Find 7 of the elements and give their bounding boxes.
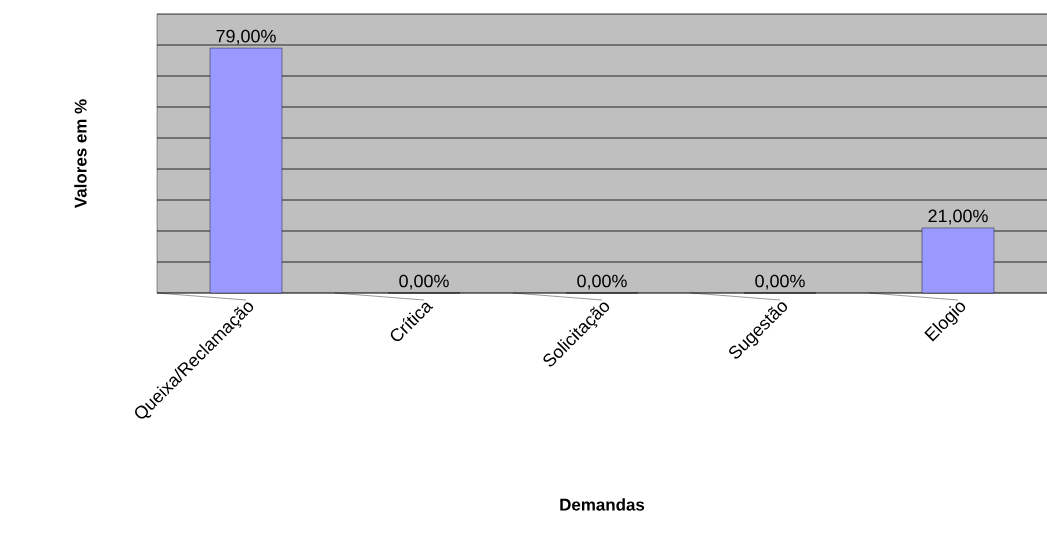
x-axis-title: Demandas <box>560 498 645 511</box>
data-label: 79,00% <box>216 29 276 45</box>
data-label: 21,00% <box>928 209 988 225</box>
data-label: 0,00% <box>399 274 449 290</box>
y-axis-title: Valores em % <box>74 99 87 208</box>
data-label: 0,00% <box>577 274 627 290</box>
data-label: 0,00% <box>755 274 805 290</box>
